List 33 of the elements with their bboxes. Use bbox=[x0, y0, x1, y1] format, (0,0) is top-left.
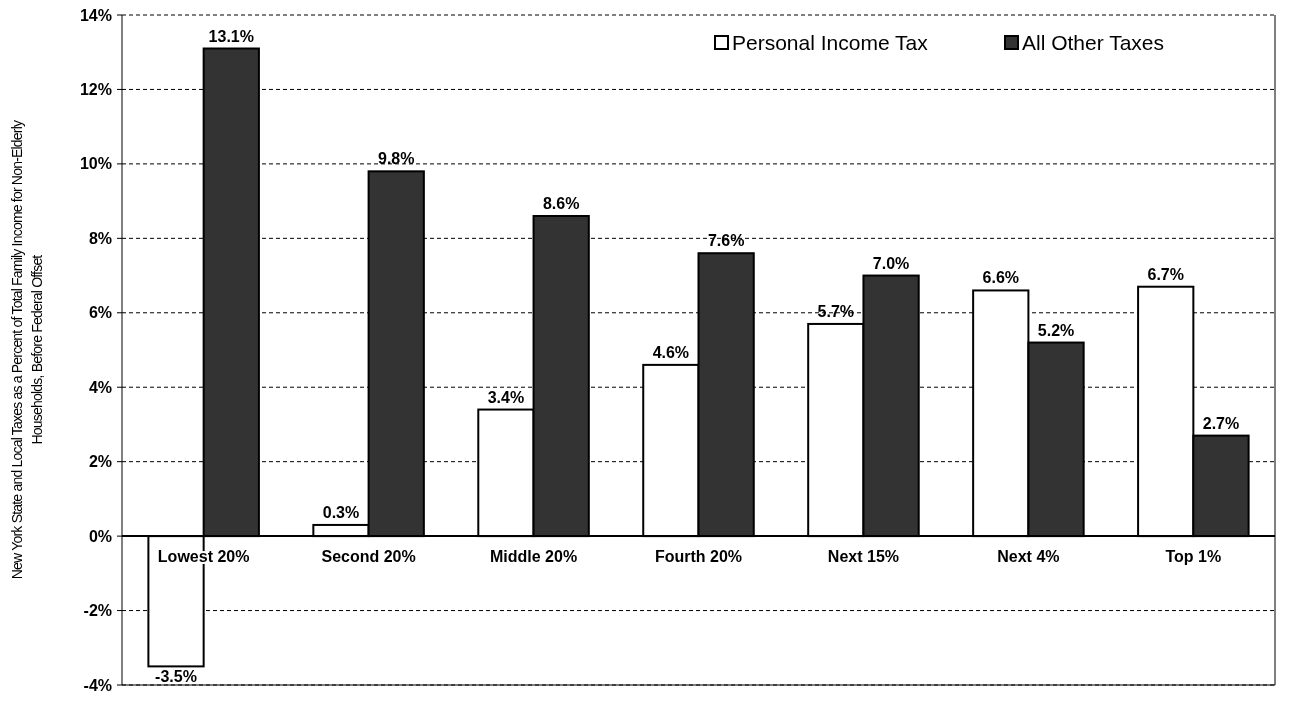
y-tick-label: 2% bbox=[88, 453, 112, 471]
data-label: 5.7% bbox=[817, 302, 855, 320]
legend-label: Personal Income Tax bbox=[732, 31, 929, 55]
y-tick-label: 8% bbox=[88, 229, 112, 247]
y-tick-label: 6% bbox=[88, 304, 112, 322]
x-tick-label: Next 4% bbox=[997, 548, 1060, 566]
data-label: 13.1% bbox=[208, 27, 254, 45]
y-tick-label: 12% bbox=[79, 81, 112, 99]
y-tick-label: 4% bbox=[88, 378, 112, 396]
data-label: 2.7% bbox=[1202, 414, 1240, 432]
data-label: 8.6% bbox=[542, 195, 580, 212]
data-label: 7.0% bbox=[872, 254, 910, 272]
x-tick-label: Next 15% bbox=[827, 548, 900, 566]
data-label: 9.8% bbox=[377, 150, 415, 168]
data-label: 6.6% bbox=[982, 269, 1020, 287]
data-label: 0.3% bbox=[322, 503, 360, 521]
y-tick-label: 0% bbox=[88, 527, 112, 545]
y-tick-label: -2% bbox=[83, 602, 112, 620]
y-tick-label: -4% bbox=[83, 676, 112, 694]
x-tick-label: Fourth 20% bbox=[654, 548, 743, 566]
data-label: 3.4% bbox=[487, 388, 525, 406]
data-label: -3.5% bbox=[155, 668, 197, 686]
y-tick-label: 10% bbox=[79, 155, 112, 173]
y-axis-title: New York State and Local Taxes as a Percent of Total Family Income for Non-Elderly Households, Before Federal Offset bbox=[9, 120, 45, 580]
x-tick-label: Middle 20% bbox=[489, 548, 578, 566]
data-label: 5.2% bbox=[1037, 321, 1075, 339]
data-label: 6.7% bbox=[1147, 265, 1184, 283]
y-tick-label: 14% bbox=[79, 6, 112, 24]
x-tick-label: Second 20% bbox=[321, 548, 416, 566]
x-tick-label: Top 1% bbox=[1165, 548, 1222, 566]
legend-label: All Other Taxes bbox=[1022, 31, 1165, 55]
data-label: 7.6% bbox=[707, 232, 745, 250]
data-label: 4.6% bbox=[652, 343, 690, 361]
